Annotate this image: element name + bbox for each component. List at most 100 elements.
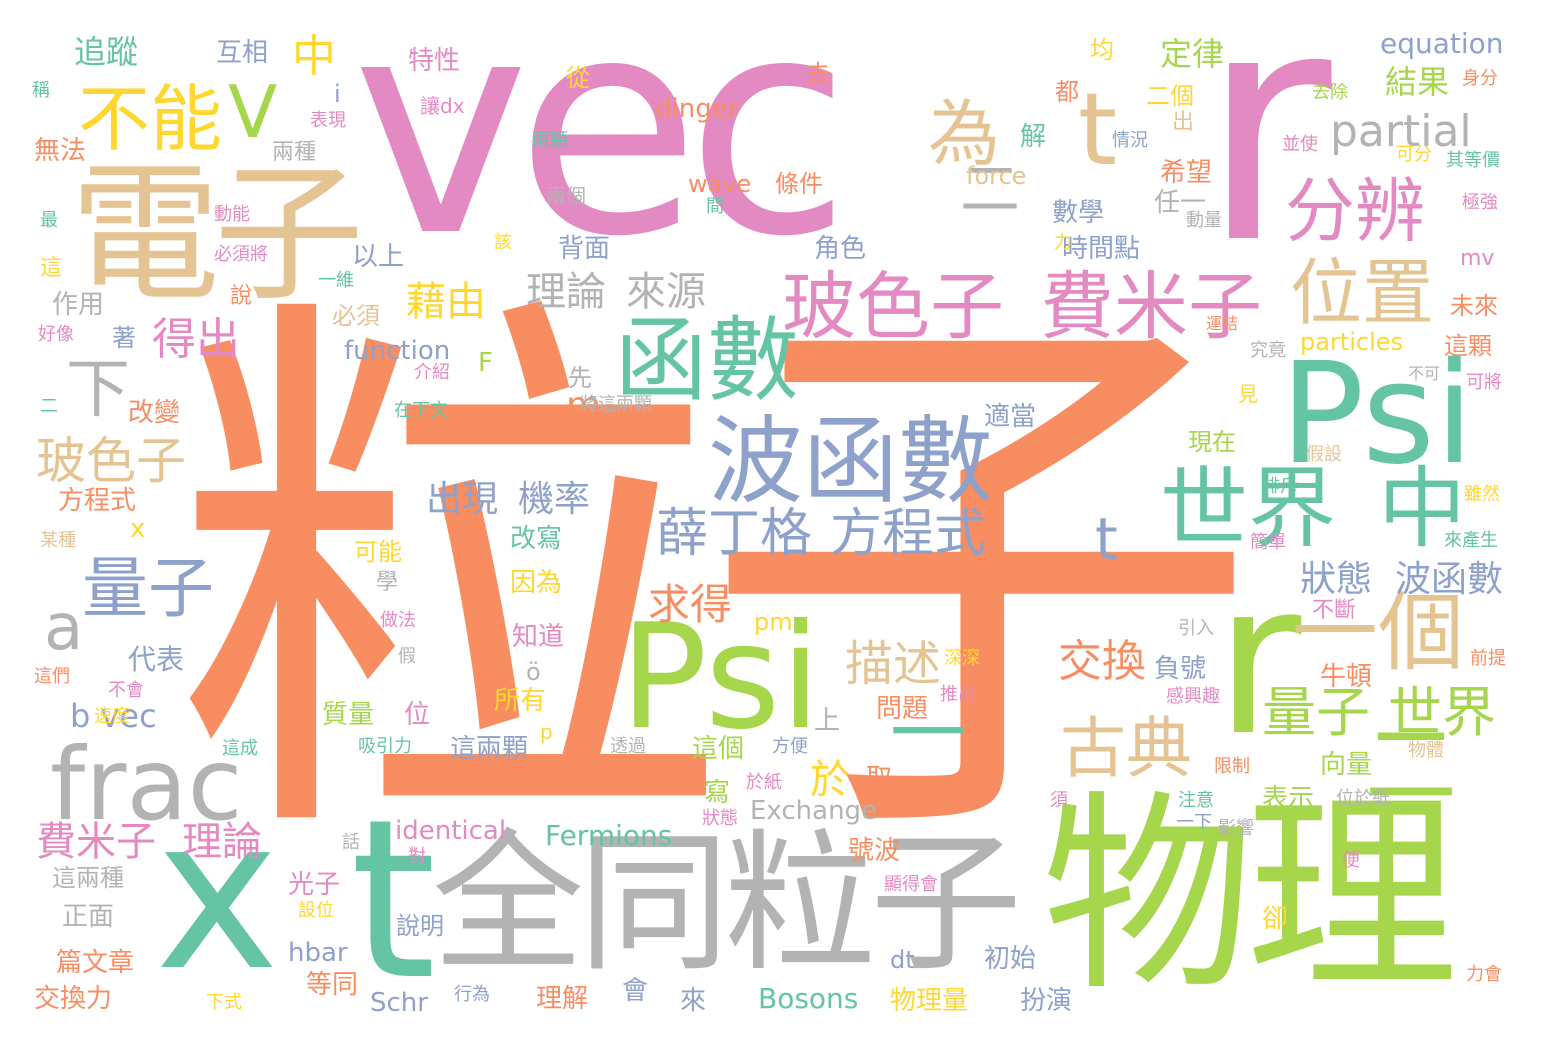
word-equation-orange: 方程式 [58,486,137,516]
word-appear: 出現 [426,479,499,520]
word-xia: 下 [66,353,130,427]
word-this-particle: 這顆 [1444,332,1492,360]
word-identical-particle: 全同粒子 [432,815,1022,992]
word-function-en: function [344,336,451,366]
word-must: 必須 [332,302,380,330]
word-schr: Schr [370,988,428,1018]
word-link: 運結 [1206,314,1239,333]
word-wave: wave [688,170,752,198]
word-a-bit: 一下 [1176,812,1212,833]
word-up: 上 [814,706,841,736]
word-behavior: 行為 [454,984,490,1005]
word-schrodinger: 薛丁格 [656,504,813,564]
word-function: 函數 [615,307,800,414]
word-note: 注意 [1178,790,1214,811]
word-position: 位置 [1290,251,1435,335]
word-describe: 描述 [845,636,942,692]
word-psi-green: Psi [620,593,821,762]
word-property: 特性 [408,46,461,76]
word-any: 任一 [1154,188,1207,218]
word-deeply: 深深 [944,648,980,669]
word-exchange: 交換 [1058,636,1146,687]
word-result: 結果 [1385,63,1450,101]
word-dt: dt [890,946,915,974]
word-dinger: dinger [655,94,739,124]
word-effect: 作用 [52,290,105,320]
word-this-one: 這個 [692,734,745,764]
word-t-tan: t [1078,71,1118,188]
word-these: 這們 [34,666,70,687]
word-introduce-in: 引入 [1178,618,1214,639]
word-two-kinds: 兩種 [272,140,317,165]
word-separable: 可分 [1396,144,1432,165]
word-state-blue: 狀態 [1300,559,1373,600]
word-distinguish: 分辨 [1285,170,1425,252]
word-mass: 質量 [322,700,375,730]
word-psi-teal: Psi [1280,333,1474,496]
word-see: 見 [1238,382,1258,406]
word-identical: identical [395,816,507,846]
word-track: 追蹤 [74,33,139,71]
word-all: 所有 [494,686,547,716]
word-will-not: 不會 [108,680,144,701]
word-quantum-green: 量子 [1262,681,1370,744]
word-article: 篇文章 [56,948,135,978]
word-explain: 說明 [396,912,444,940]
word-m: m [566,385,602,426]
word-very-strong: 極強 [1462,192,1498,213]
word-called: 稱 [32,80,50,101]
word-first: 先 [568,364,592,392]
word-seems: 好像 [38,324,74,345]
word-two-green: 二 [1365,712,1458,819]
word-p: p [540,720,553,744]
word-located-on-paper: 位於紙 [1336,788,1390,809]
word-sign-wave: 號波 [848,836,901,866]
word-state-pink: 狀態 [702,808,738,829]
word-particle: 粒子 [170,254,1260,906]
word-wei: 為 [928,92,1001,176]
word-pair: 對 [408,846,426,867]
word-write: 寫 [704,778,731,808]
word-equation-blue: 方程式 [830,504,987,564]
word-all-dou: 都 [1055,78,1079,106]
word-obtain: 求得 [648,580,733,629]
word-know: 知道 [512,622,565,652]
word-a: a [44,591,84,665]
word-probability: 機率 [518,479,591,520]
word-through: 透過 [610,736,646,757]
word-fermion-pink: 費米子 [1040,264,1262,350]
word-from: 從 [566,64,590,92]
word-F: F [478,348,493,378]
word-world-teal: 世界 [1160,457,1337,560]
word-limit: 限制 [1214,756,1250,777]
word-x-small: x [130,514,146,544]
word-middle-yellow: 中 [292,31,336,82]
word-middle-teal: 中 [1378,457,1467,560]
word-vec: vec [352,0,851,302]
word-cannot: 不能 [78,77,223,161]
word-between: 間 [706,196,724,217]
word-take-two-particles: 將這兩顆 [580,394,652,415]
word-remove: 去除 [1312,82,1348,103]
word-zhu: 著 [112,324,136,352]
word-deduce: 推出 [940,684,976,705]
word-continuously: 不斷 [1312,598,1357,623]
word-because: 因為 [510,568,563,598]
word-repel: 排斥 [1262,476,1298,497]
word-to-produce: 來產生 [1444,530,1498,551]
word-two-pieces: 兩個 [546,184,586,208]
word-say: 說 [230,284,253,309]
word-kinetic-energy: 動能 [214,204,250,225]
word-understand: 理解 [536,984,589,1014]
word-electron: 電子 [70,148,364,322]
word-possible: 可能 [354,538,402,566]
word-premise: 前提 [1470,648,1506,669]
word-initial: 初始 [984,944,1037,974]
word-although: 雖然 [1464,484,1500,505]
word-convenient: 方便 [772,736,808,757]
word-classical: 古典 [1060,710,1192,787]
word-this-zhe: 這 [40,256,63,281]
word-simple: 簡單 [1250,532,1286,553]
word-words: 話 [342,832,360,853]
word-represent: 代表 [128,643,185,676]
